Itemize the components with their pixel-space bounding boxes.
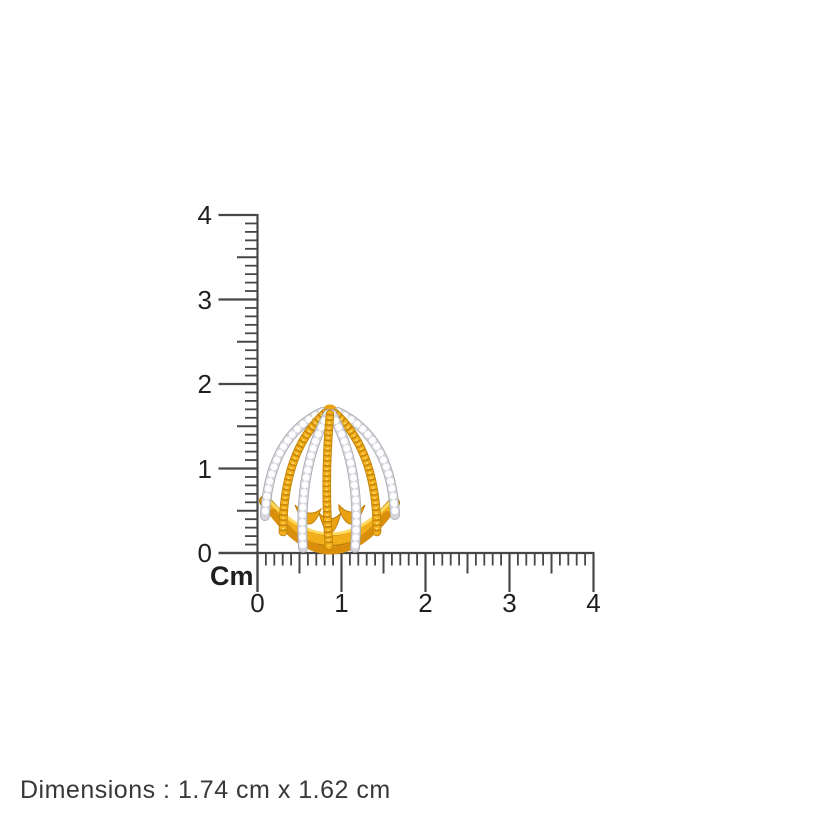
horizontal-ruler-label-2: 2 [418,588,433,618]
diamond-arm-inner-left [297,409,333,553]
ring-product-image [259,404,400,555]
horizontal-ruler-label-3: 3 [502,588,517,618]
diamond-arm-inner-right [327,409,362,553]
vertical-ruler-label-1: 1 [197,453,212,484]
horizontal-ruler-label-1: 1 [334,588,349,618]
diamond-arm-outer-right [333,407,400,520]
horizontal-ruler-label-0: 0 [250,588,265,618]
vertical-ruler-label-2: 2 [197,369,212,399]
vertical-ruler-label-3: 3 [197,284,212,315]
vertical-ruler-label-0: 0 [197,538,212,568]
dimensions-caption: Dimensions : 1.74 cm x 1.62 cm [20,776,391,804]
vertical-ruler-label-4: 4 [197,200,212,230]
horizontal-ruler-label-4: 4 [586,588,601,618]
rope-arm-right [330,408,382,537]
ruler-unit-label: Cm [210,561,254,591]
rope-arm-left [278,408,330,537]
diamond-arm-outer-left [260,407,327,521]
rope-arm-center [322,409,335,551]
